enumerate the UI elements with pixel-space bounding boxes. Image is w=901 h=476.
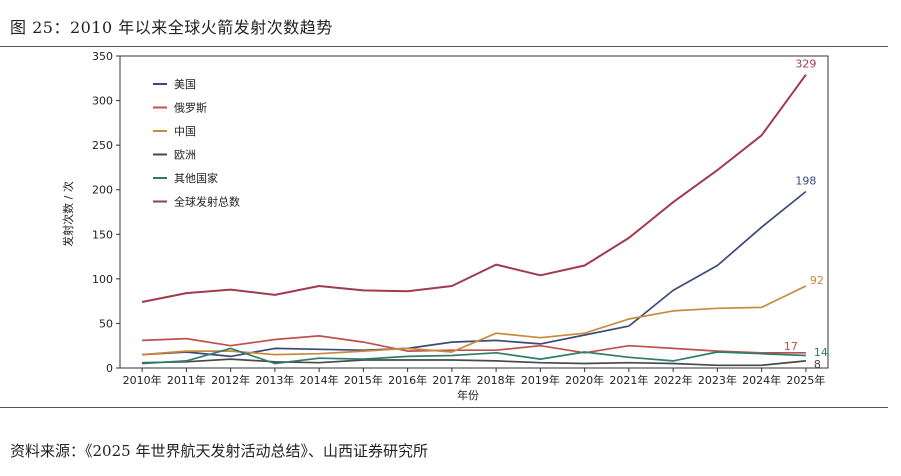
end-label-e6aca7e6b4b2: 8 — [814, 358, 821, 371]
legend-label-e585a8e79083e58f91e5b084e680bbe695b0: 全球发射总数 — [174, 195, 240, 209]
y-tick-label: 50 — [99, 317, 113, 330]
bottom-rule — [0, 407, 888, 408]
x-tick-label: 2023年 — [698, 373, 737, 387]
y-tick-label: 0 — [106, 362, 113, 375]
x-tick-label: 2018年 — [477, 373, 516, 387]
end-label-e585a8e79083e58f91e5b084e680bbe695b0: 329 — [795, 58, 816, 71]
x-tick-label: 2020年 — [565, 373, 604, 387]
source-note: 资料来源：《2025 年世界航天发射活动总结》、山西证券研究所 — [10, 442, 428, 460]
series-line-e6aca7e6b4b2 — [142, 358, 806, 367]
y-tick-label: 250 — [92, 139, 113, 152]
end-value-labels: 329 198 92 17 148 — [784, 58, 828, 371]
figure-title: 图 25：2010 年以来全球火箭发射次数趋势 — [10, 18, 333, 37]
end-label-e4bf84e7bd97e696af: 17 — [784, 340, 798, 353]
y-axis-title: 发射次数 / 次 — [61, 181, 75, 247]
x-tick-label: 2025年 — [786, 373, 825, 387]
x-tick-label: 2010年 — [123, 373, 162, 387]
x-tick-label: 2015年 — [344, 373, 383, 387]
y-axis: 0 50 100 150 200 250 300 350 — [92, 50, 120, 375]
end-label-e4b8ade59bbd: 92 — [810, 274, 824, 287]
legend-label-e585b6e4bb96e59bbde5aeb6: 其他国家 — [174, 171, 218, 185]
series-line-e7be8ee59bbd — [142, 190, 807, 358]
y-tick-label: 150 — [92, 228, 113, 241]
series-line-e4bf84e7bd97e696af — [142, 335, 806, 354]
x-tick-label: 2014年 — [300, 373, 339, 387]
legend-label-e4b8ade59bbd: 中国 — [174, 125, 196, 138]
x-tick-label: 2017年 — [432, 373, 471, 387]
y-tick-label: 350 — [92, 50, 113, 63]
x-tick-label: 2011年 — [167, 373, 206, 387]
x-tick-label: 2012年 — [211, 373, 250, 387]
y-tick-label: 200 — [92, 184, 113, 197]
x-tick-label: 2022年 — [654, 373, 693, 387]
series-line-e585b6e4bb96e59bbde5aeb6 — [142, 347, 806, 365]
top-rule — [0, 46, 888, 47]
y-tick-label: 300 — [92, 95, 113, 108]
x-tick-label: 2021年 — [609, 373, 648, 387]
y-tick-label: 100 — [92, 273, 113, 286]
series-line-e585a8e79083e58f91e5b084e680bbe695b0 — [141, 74, 807, 303]
plot-border — [119, 55, 829, 369]
series-lines — [141, 74, 807, 367]
x-axis-title: 年份 — [457, 388, 479, 402]
x-tick-label: 2013年 — [255, 373, 294, 387]
x-tick-label: 2016年 — [388, 373, 427, 387]
legend-label-e6aca7e6b4b2: 欧洲 — [174, 149, 196, 162]
end-label-e7be8ee59bbd: 198 — [795, 174, 816, 187]
legend-label-e7be8ee59bbd: 美国 — [174, 78, 196, 91]
legend-label-e4bf84e7bd97e696af: 俄罗斯 — [174, 102, 207, 115]
x-axis: 2010年 2011年 2012年 2013年 2014年 2015年 2016年 2017年… — [123, 368, 825, 387]
end-label-e585b6e4bb96e59bbde5aeb6: 14 — [814, 346, 828, 359]
plot-area — [119, 55, 829, 369]
x-tick-label: 2024年 — [742, 373, 781, 387]
x-tick-label: 2019年 — [521, 373, 560, 387]
series-line-e4b8ade59bbd — [142, 285, 807, 356]
